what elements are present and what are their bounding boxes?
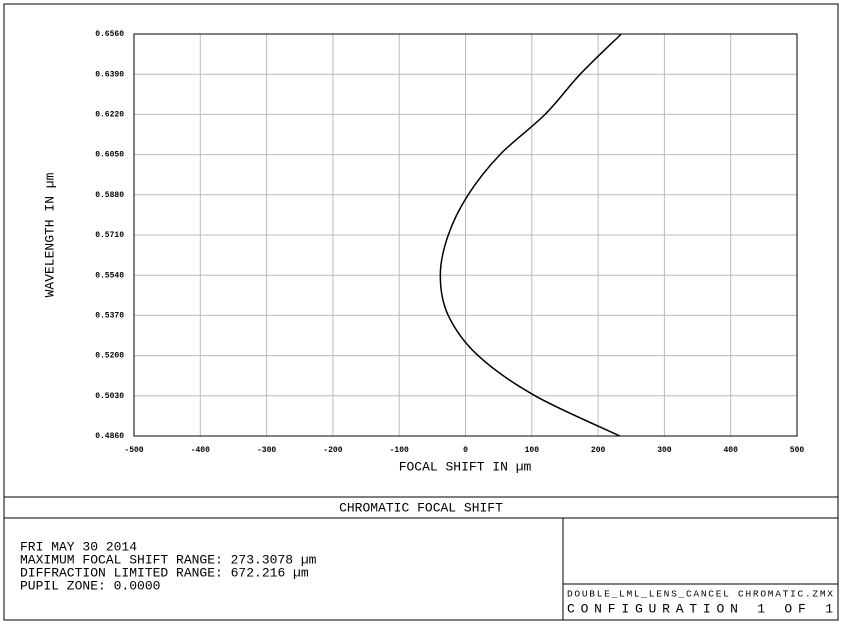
y-tick-label: 0.5200	[95, 352, 124, 361]
chart-title: CHROMATIC FOCAL SHIFT	[339, 500, 503, 515]
x-tick-label: -300	[257, 446, 276, 455]
info-line: FRI MAY 30 2014	[20, 539, 137, 554]
x-tick-label: 0	[463, 446, 468, 455]
x-tick-label: -400	[191, 446, 210, 455]
configuration: CONFIGURATION 1 OF 1	[567, 601, 833, 616]
y-tick-label: 0.6560	[95, 30, 124, 39]
x-tick-label: 300	[657, 446, 672, 455]
x-tick-label: 400	[723, 446, 738, 455]
x-tick-label: -100	[390, 446, 409, 455]
info-line: MAXIMUM FOCAL SHIFT RANGE: 273.3078 µm	[20, 552, 317, 567]
x-tick-label: 200	[591, 446, 606, 455]
y-tick-label: 0.6050	[95, 151, 124, 160]
file-name: DOUBLE_LML_LENS_CANCEL CHROMATIC.ZMX	[567, 589, 833, 600]
y-tick-label: 0.5880	[95, 191, 124, 200]
y-tick-label: 0.5030	[95, 392, 124, 401]
outer-frame	[3, 3, 839, 621]
plot-frame	[133, 33, 798, 437]
x-axis-title: FOCAL SHIFT IN µm	[399, 459, 532, 474]
y-tick-label: 0.4860	[95, 432, 124, 441]
x-tick-label: -500	[124, 446, 143, 455]
x-tick-label: 500	[790, 446, 805, 455]
y-tick-label: 0.5710	[95, 231, 124, 240]
y-tick-label: 0.5540	[95, 271, 124, 280]
y-tick-label: 0.6390	[95, 70, 124, 79]
x-tick-label: 100	[525, 446, 540, 455]
y-tick-label: 0.5370	[95, 312, 124, 321]
y-tick-label: 0.6220	[95, 111, 124, 120]
x-tick-label: -200	[323, 446, 342, 455]
info-line: DIFFRACTION LIMITED RANGE: 672.216 µm	[20, 565, 309, 580]
y-axis-title: WAVELENGTH IN µm	[42, 172, 57, 297]
info-line: PUPIL ZONE: 0.0000	[20, 578, 160, 593]
focal-shift-curve	[439, 33, 622, 437]
